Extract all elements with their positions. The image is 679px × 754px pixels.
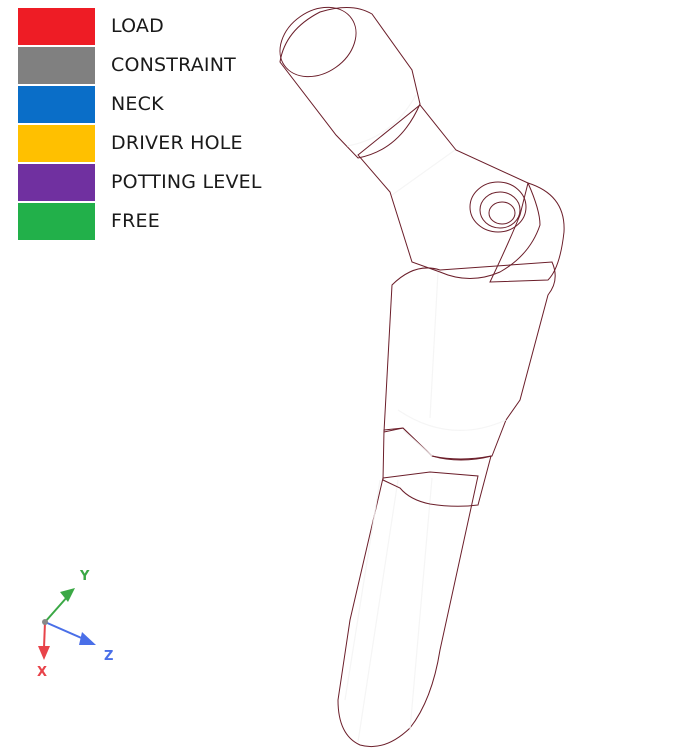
legend-label-load: LOAD — [111, 15, 164, 37]
z-axis-line — [44, 621, 87, 641]
driver-hole-ring-1 — [479, 191, 521, 229]
free-lower-body — [383, 261, 556, 461]
driver-hole — [469, 181, 527, 233]
driver-hole-outer — [469, 181, 527, 233]
legend-swatch-driver-hole — [18, 125, 95, 162]
stem-constraint-seam-3 — [409, 477, 433, 731]
trunnion-seam — [346, 94, 417, 147]
legend-label-neck: NECK — [111, 93, 164, 115]
legend-item-constraint: CONSTRAINT — [18, 47, 318, 84]
potting-level-band — [382, 427, 492, 507]
legend-item-load: LOAD — [18, 8, 318, 45]
legend-label-potting-level: POTTING LEVEL — [111, 171, 262, 193]
legend-label-free: FREE — [111, 210, 160, 232]
legend-swatch-potting-level — [18, 164, 95, 201]
legend-item-potting-level: POTTING LEVEL — [18, 164, 318, 201]
x-axis-line — [43, 621, 46, 649]
free-shoulder — [489, 182, 565, 283]
z-axis-label: Z — [104, 649, 113, 664]
free-lower-seam-3 — [402, 429, 433, 457]
axis-origin — [42, 619, 48, 625]
y-axis-line — [44, 595, 69, 623]
y-axis-arrow — [60, 588, 75, 602]
neck-seam — [391, 149, 456, 196]
legend-label-constraint: CONSTRAINT — [111, 54, 236, 76]
legend-swatch-constraint — [18, 47, 95, 84]
load-cap — [279, 6, 357, 78]
free-lower-seam-2 — [397, 409, 507, 431]
legend-item-driver-hole: DRIVER HOLE — [18, 125, 318, 162]
free-lower-seam-1 — [429, 271, 439, 419]
legend-swatch-load — [18, 8, 95, 45]
legend-swatch-neck — [18, 86, 95, 123]
z-axis-arrow — [79, 632, 96, 645]
axis-triad: Y Z X — [37, 569, 113, 680]
driver-hole-ring-2 — [488, 201, 516, 225]
x-axis-arrow — [38, 646, 50, 660]
y-axis-label: Y — [79, 569, 90, 584]
legend-label-driver-hole: DRIVER HOLE — [111, 132, 243, 154]
free-trunnion — [279, 7, 421, 159]
legend-swatch-free — [18, 203, 95, 240]
stem-constraint-region — [337, 471, 479, 748]
legend-item-neck: NECK — [18, 86, 318, 123]
x-axis-label: X — [37, 665, 47, 680]
neck-region — [357, 104, 541, 279]
stem-constraint-seam-1 — [344, 479, 381, 701]
legend-item-free: FREE — [18, 203, 318, 240]
stem-constraint-seam-2 — [357, 479, 399, 743]
